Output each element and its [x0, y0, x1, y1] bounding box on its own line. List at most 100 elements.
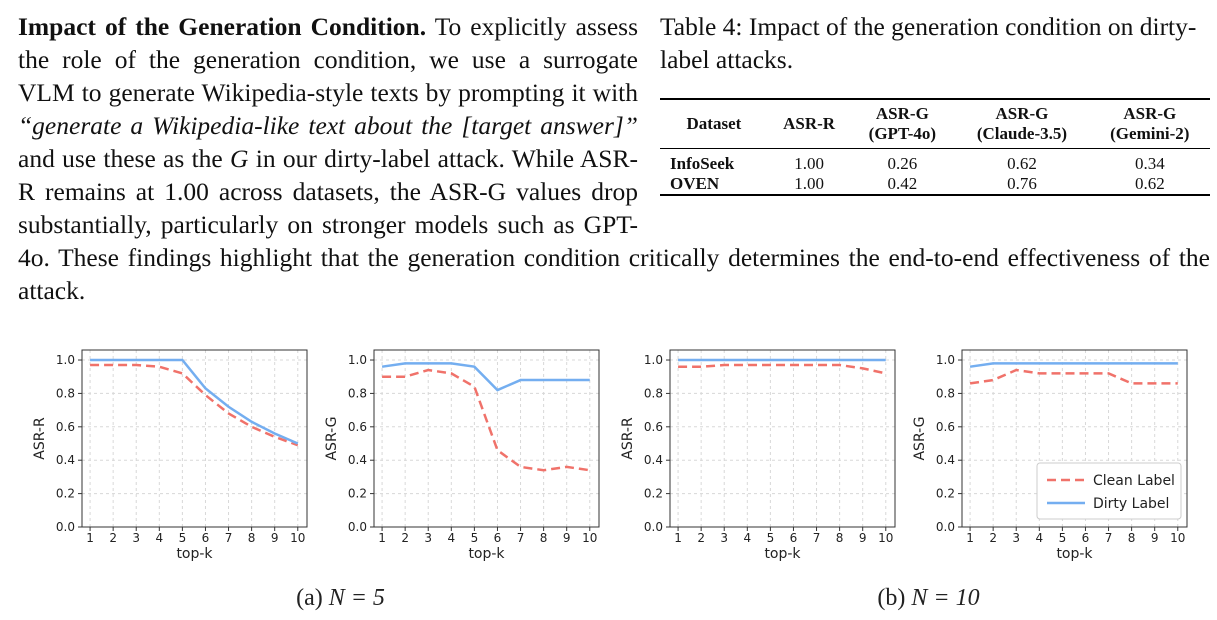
y-tick-label: 0.6	[644, 420, 663, 434]
plot-frame	[669, 349, 896, 528]
table-cell: 1.00	[794, 154, 824, 173]
y-tick-label: 0.2	[56, 487, 75, 501]
y-tick-label: 0.8	[56, 386, 75, 400]
x-tick-label: 6	[494, 531, 502, 545]
x-axis-label: top-k	[468, 546, 505, 562]
x-tick-label: 5	[767, 531, 775, 545]
y-tick-label: 0.8	[644, 386, 663, 400]
paragraph-text: “generate a Wikipedia-like text about th…	[18, 111, 638, 140]
y-tick-label: 0.6	[56, 420, 75, 434]
table-cell: InfoSeek	[670, 154, 735, 173]
x-tick-label: 4	[155, 531, 163, 545]
plot-frame	[81, 349, 308, 528]
x-tick-label: 3	[1012, 531, 1020, 545]
header-row: Dataset ASR-R ASR-G (GPT-4o) ASR-G (Claude-3.…	[660, 99, 1210, 149]
y-tick-label: 1.0	[56, 353, 75, 367]
table-cell: 0.42	[887, 174, 918, 193]
column-header: ASR-R	[768, 99, 851, 149]
header-text: ASR-G	[1123, 104, 1177, 123]
x-tick-label: 10	[878, 531, 893, 545]
x-axis-label: top-k	[764, 546, 801, 562]
header-text: (Claude-3.5)	[976, 124, 1068, 143]
y-tick-label: 1.0	[936, 353, 955, 367]
table-row: InfoSeek 1.00 0.26 0.62 0.34	[660, 149, 1210, 175]
x-tick-label: 3	[132, 531, 140, 545]
x-tick-label: 6	[790, 531, 798, 545]
table-caption: Table 4: Impact of the generation condit…	[660, 12, 1197, 74]
x-tick-label: 1	[378, 531, 386, 545]
series-line	[969, 368, 1178, 385]
subfigure-caption: (a) N = 5	[296, 585, 385, 611]
header-text: ASR-G	[995, 104, 1049, 123]
table-row: OVEN 1.00 0.42 0.76 0.62	[660, 174, 1210, 195]
subfigure-caption: (b) N = 10	[877, 585, 979, 611]
x-tick-label: 5	[179, 531, 187, 545]
paragraph-block: Table 4: Impact of the generation condit…	[18, 10, 1210, 307]
x-tick-label: 10	[582, 531, 597, 545]
y-tick-label: 0.2	[936, 487, 955, 501]
x-tick-label: 1	[674, 531, 682, 545]
x-axis-label: top-k	[176, 546, 213, 562]
x-tick-label: 6	[202, 531, 210, 545]
y-tick-label: 0.0	[936, 520, 955, 534]
x-tick-label: 2	[401, 531, 409, 545]
legend-box	[1036, 462, 1182, 520]
y-tick-label: 0.4	[56, 453, 75, 467]
y-axis-label: ASR-G	[912, 416, 928, 460]
table-cell: OVEN	[670, 174, 720, 193]
table-cell: 0.76	[1007, 174, 1037, 193]
table-cell: 0.62	[1007, 154, 1037, 173]
legend-label: Dirty Label	[1093, 496, 1169, 512]
series-line	[90, 363, 299, 447]
y-tick-label: 0.4	[644, 453, 663, 467]
x-tick-label: 8	[836, 531, 844, 545]
y-tick-label: 0.0	[644, 520, 663, 534]
x-tick-label: 5	[1059, 531, 1067, 545]
header-text: (Gemini-2)	[1110, 124, 1190, 143]
table-cell: 0.26	[887, 154, 918, 173]
x-tick-label: 7	[517, 531, 525, 545]
y-tick-label: 0.6	[348, 420, 367, 434]
x-tick-label: 7	[1105, 531, 1113, 545]
paragraph-text: and use these as the	[18, 144, 231, 173]
x-tick-label: 9	[859, 531, 867, 545]
x-tick-label: 8	[540, 531, 548, 545]
plot-frame	[373, 349, 600, 528]
x-tick-label: 8	[1128, 531, 1136, 545]
y-axis-label: ASR-R	[620, 417, 636, 460]
table-cell: 1.00	[794, 174, 824, 193]
y-tick-label: 0.2	[644, 487, 663, 501]
column-header: ASR-G (Gemini-2)	[1090, 99, 1210, 149]
header-text: (GPT-4o)	[868, 124, 937, 143]
caption-math: N = 10	[910, 585, 979, 611]
table-header: Dataset ASR-R ASR-G (GPT-4o) ASR-G (Claude-3.…	[660, 99, 1210, 149]
y-tick-label: 0.4	[348, 453, 367, 467]
series-line	[90, 358, 299, 445]
y-tick-label: 0.0	[348, 520, 367, 534]
column-header: ASR-G (Claude-3.5)	[954, 99, 1089, 149]
series-line	[382, 368, 590, 472]
x-tick-label: 10	[290, 531, 305, 545]
series-line	[969, 362, 1178, 368]
x-tick-label: 7	[813, 531, 821, 545]
x-tick-label: 3	[720, 531, 728, 545]
x-axis-label: top-k	[1056, 546, 1093, 562]
y-tick-label: 0.2	[348, 487, 367, 501]
paragraph-heading: Impact of the Generation Condition.	[18, 12, 427, 41]
paragraph-text: To explicitly assess the role of the gen…	[18, 12, 638, 107]
table: Dataset ASR-R ASR-G (GPT-4o) ASR-G (Claude-3.…	[660, 98, 1210, 196]
y-tick-label: 0.0	[56, 520, 75, 534]
paragraph-text: in our dirty-label attack. While ASR-R r…	[18, 144, 1210, 305]
y-tick-label: 0.4	[936, 453, 955, 467]
header-text: ASR-G	[875, 104, 929, 123]
table-body: InfoSeek 1.00 0.26 0.62 0.34 OVEN 1.00 0.42 0.76…	[660, 149, 1210, 195]
y-tick-label: 0.8	[348, 386, 367, 400]
table-block: Table 4: Impact of the generation condit…	[660, 10, 1210, 240]
caption-math: N = 5	[328, 585, 385, 611]
caption-label: (a)	[296, 585, 323, 611]
x-tick-label: 2	[989, 531, 997, 545]
x-tick-label: 2	[109, 531, 117, 545]
header-text: Dataset	[686, 114, 742, 133]
x-tick-label: 4	[447, 531, 455, 545]
